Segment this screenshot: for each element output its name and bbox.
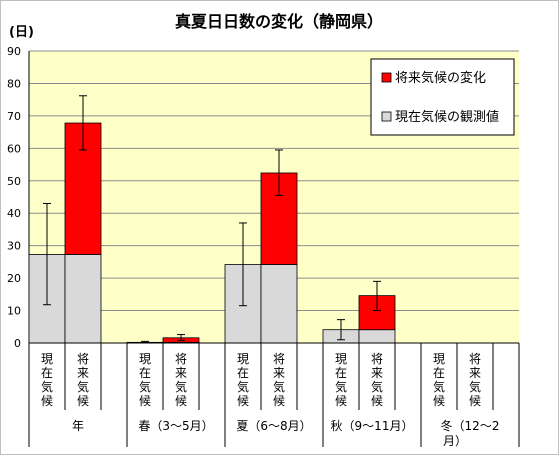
y-tick-label: 40 [7,207,21,220]
group-label: 年 [72,419,84,433]
bar-category-label: 現在気候 [433,352,445,408]
bar-category-label: 将来気候 [273,352,285,408]
legend-swatch-current [381,111,392,122]
error-bar [43,202,51,306]
bar-category-label: 将来気候 [371,352,383,408]
group-label: 冬（12～2 月） [441,418,500,448]
error-bar [373,280,381,312]
error-bar [337,319,345,341]
legend-box [370,58,515,136]
y-tick-label: 60 [7,142,21,155]
bar-category-label: 現在気候 [139,352,151,408]
y-tick-label: 50 [7,175,21,188]
legend-swatch-future [381,72,392,83]
bar-category-label: 現在気候 [41,352,53,408]
bar-category-label: 将来気候 [77,352,89,408]
y-tick-label: 70 [7,110,21,123]
group-label: 秋（9～11月） [331,419,414,433]
error-bar [177,334,185,341]
error-bar [275,149,283,196]
x-axis: 現在気候 将来気候 現在気候 将来気候 現在気候 将来気候 現在気候 将来気候 現在気候 将来気候… [28,342,520,448]
bar-segment [64,254,102,344]
bar-category-label: 現在気候 [237,352,249,408]
y-tick-label: 20 [7,272,21,285]
chart-title: 真夏日日数の変化（静岡県） [175,12,383,31]
y-tick-label: 10 [7,305,21,318]
legend-label-current: 現在気候の観測値 [395,109,499,125]
y-tick-label: 90 [7,45,21,58]
y-tick-label: 80 [7,77,21,90]
bar-segment [358,329,396,344]
y-tick-label: 30 [7,240,21,253]
error-bars [43,95,381,344]
y-axis-ticks: 0 10 20 30 40 50 60 70 80 90 [7,45,30,350]
legend: 将来気候の変化 現在気候の観測値 [370,58,515,136]
group-label: 春（3～5月） [138,419,213,433]
bar-category-label: 将来気候 [469,352,481,408]
bar-segment [260,264,298,344]
error-bar [239,222,247,307]
legend-label-future: 将来気候の変化 [395,70,486,86]
error-bar [79,95,87,151]
bar-category-label: 将来気候 [175,352,187,408]
y-axis-label: (日) [9,25,34,40]
y-tick-label: 0 [14,337,21,350]
group-label: 夏（6～8月） [236,419,311,433]
bar-category-label: 現在気候 [335,352,347,408]
